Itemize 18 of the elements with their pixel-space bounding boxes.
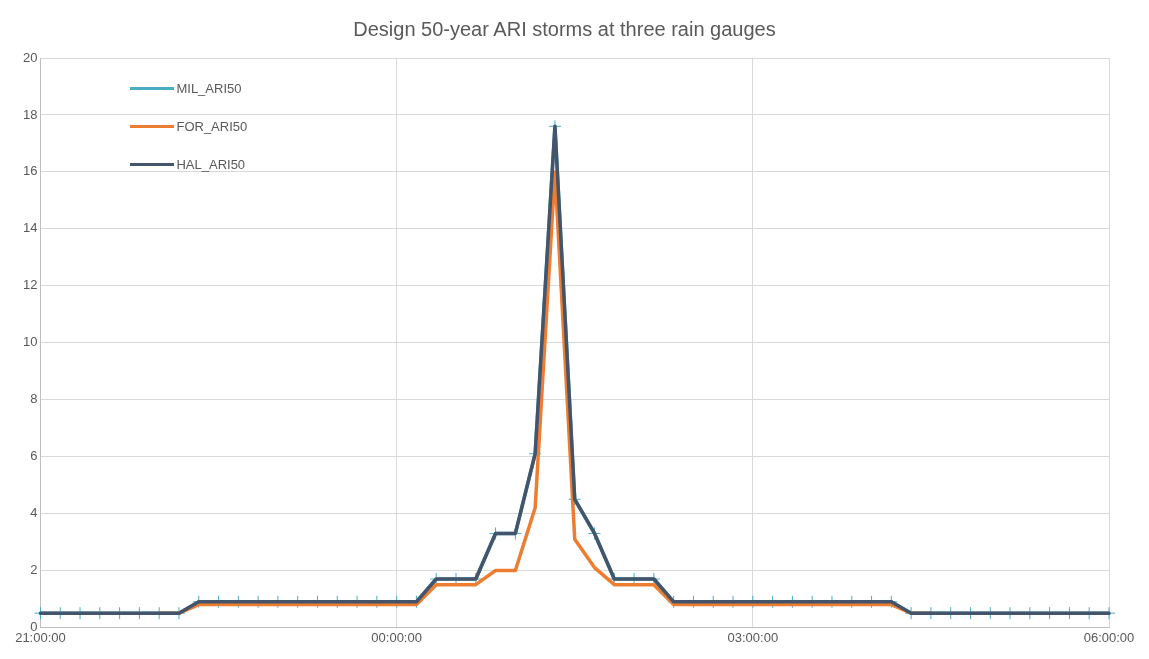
y-tick-label: 10 (22, 334, 38, 350)
x-tick-label: 00:00:00 (371, 629, 422, 645)
y-tick-label: 4 (30, 505, 38, 521)
y-tick-label: 14 (22, 220, 38, 236)
legend-label: MIL_ARI50 (176, 80, 242, 96)
y-tick-label: 2 (30, 562, 38, 578)
y-tick-label: 6 (30, 448, 38, 464)
y-tick-label: 8 (30, 391, 38, 407)
y-tick-label: 0 (30, 618, 38, 634)
x-tick-label: 06:00:00 (1083, 629, 1135, 645)
x-tick-label: 03:00:00 (727, 629, 779, 645)
y-tick-label: 18 (22, 106, 38, 122)
legend-label: HAL_ARI50 (176, 156, 246, 172)
y-tick-label: 20 (22, 49, 38, 65)
y-tick-label: 12 (22, 277, 38, 293)
chart-title: Design 50-year ARI storms at three rain gauges (353, 17, 776, 40)
y-tick-label: 16 (22, 163, 38, 179)
legend-label: FOR_ARI50 (176, 118, 248, 134)
